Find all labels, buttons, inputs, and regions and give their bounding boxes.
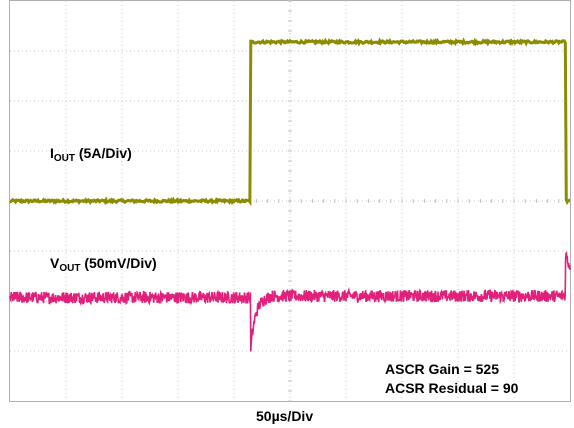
ascr-gain-annotation: ASCR Gain = 525 — [385, 361, 499, 377]
iout-label: IOUT (5A/Div) — [50, 145, 132, 164]
iout-label-main: I — [50, 145, 54, 161]
vout-label: VOUT (50mV/Div) — [50, 255, 157, 274]
iout-label-scale: (5A/Div) — [75, 145, 132, 161]
vout-label-main: V — [50, 255, 60, 271]
vout-label-sub: OUT — [59, 263, 81, 274]
acsr-residual-annotation: ACSR Residual = 90 — [385, 380, 519, 396]
iout-label-sub: OUT — [53, 153, 75, 164]
iout-trace — [8, 37, 571, 207]
vout-trace — [9, 251, 571, 352]
vout-label-scale: (50mV/Div) — [80, 255, 157, 271]
traces — [8, 37, 571, 352]
timebase-label: 50µs/Div — [256, 408, 314, 424]
